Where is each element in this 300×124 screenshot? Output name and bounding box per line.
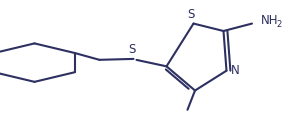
Text: S: S <box>128 43 136 56</box>
Text: S: S <box>187 8 194 21</box>
Text: NH: NH <box>261 14 278 27</box>
Text: 2: 2 <box>277 20 282 29</box>
Text: N: N <box>231 64 240 77</box>
